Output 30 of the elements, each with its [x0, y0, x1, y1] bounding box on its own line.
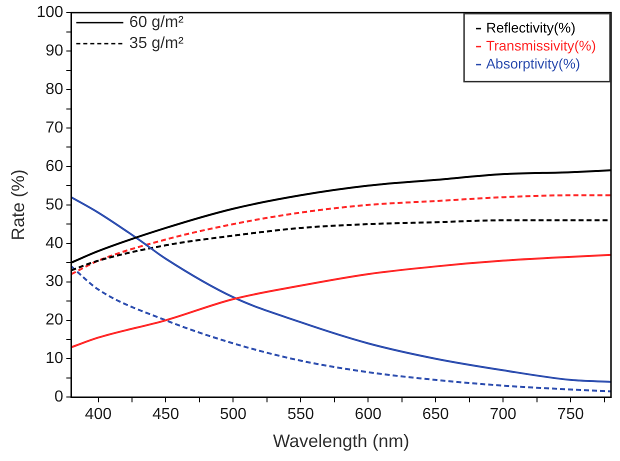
y-tick-label: 100	[36, 4, 64, 22]
y-tick-label: 50	[46, 196, 64, 214]
annotation: 35 g/m²	[129, 35, 184, 52]
legend-label: Reflectivity(%)	[486, 19, 576, 36]
y-tick-label: 0	[54, 388, 64, 406]
annotation: 60 g/m²	[129, 14, 184, 32]
y-tick-label: 70	[46, 119, 64, 136]
x-tick-label: 550	[287, 406, 314, 424]
y-tick-label: 40	[46, 234, 64, 252]
x-tick-label: 450	[152, 406, 180, 424]
y-tick-label: 60	[46, 158, 64, 175]
legend-label: Absorptivity(%)	[486, 55, 580, 72]
line-series	[71, 196, 611, 383]
y-axis-title: Rate (%)	[8, 169, 28, 240]
line-series	[71, 194, 611, 276]
x-tick-label: 650	[422, 406, 450, 424]
y-tick-label: 90	[46, 42, 64, 60]
line-series	[71, 265, 611, 392]
x-axis-title: Wavelength (nm)	[272, 431, 410, 452]
y-tick-label: 10	[46, 350, 64, 368]
x-tick-label: 400	[84, 406, 112, 424]
y-tick-label: 30	[46, 273, 64, 290]
line-series	[71, 254, 611, 348]
x-tick-label: 750	[557, 406, 584, 424]
x-tick-label: 600	[354, 406, 382, 424]
y-tick-label: 20	[46, 312, 64, 329]
legend-label: Transmissivity(%)	[486, 37, 596, 54]
y-tick-label: 80	[46, 80, 64, 98]
x-tick-label: 500	[220, 406, 247, 424]
x-tick-label: 700	[490, 406, 517, 424]
